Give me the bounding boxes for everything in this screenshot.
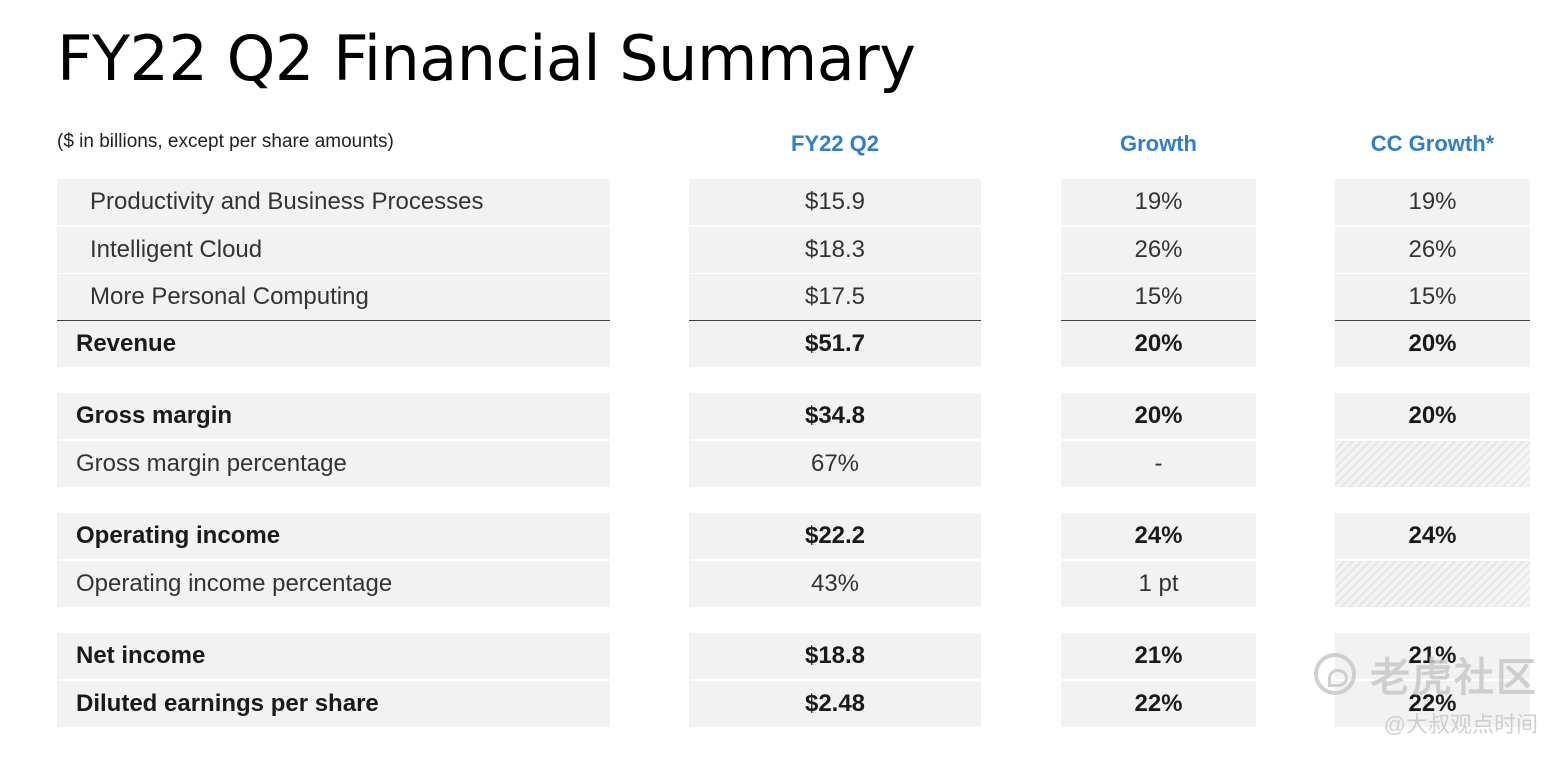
not-applicable-cell	[1335, 560, 1530, 607]
value-growth: 24%	[1061, 513, 1256, 559]
table-row-net-income: Net income $18.8 21% 21%	[0, 633, 1568, 680]
revenue-block: Productivity and Business Processes $15.…	[0, 179, 1568, 367]
value-fy22-q2: $15.9	[689, 179, 981, 225]
row-label: Gross margin percentage	[57, 440, 610, 487]
row-label: Productivity and Business Processes	[57, 179, 610, 225]
value-growth: 26%	[1061, 226, 1256, 273]
value-fy22-q2: $34.8	[689, 393, 981, 439]
value-cc-growth: 20%	[1335, 320, 1530, 367]
not-applicable-cell	[1335, 440, 1530, 487]
value-growth: 21%	[1061, 633, 1256, 679]
row-label: Operating income	[57, 513, 610, 559]
watermark-logo-text: 老虎社区	[1370, 656, 1538, 700]
value-cc-growth: 22%	[1335, 680, 1530, 727]
value-growth: 22%	[1061, 680, 1256, 727]
net-income-block: Net income $18.8 21% 21% Diluted earning…	[0, 633, 1568, 727]
value-cc-growth: 26%	[1335, 226, 1530, 273]
value-growth: 20%	[1061, 320, 1256, 367]
table-row-gross-margin: Gross margin $34.8 20% 20%	[0, 393, 1568, 440]
row-label: Operating income percentage	[57, 560, 610, 607]
value-fy22-q2: $18.8	[689, 633, 981, 679]
watermark: 老虎社区 @大叔观点时间	[1314, 645, 1538, 739]
table-row-operating-income-percentage: Operating income percentage 43% 1 pt	[0, 560, 1568, 607]
column-header-cc-growth: CC Growth*	[1370, 131, 1495, 156]
value-fy22-q2: 67%	[689, 440, 981, 487]
row-label: More Personal Computing	[57, 273, 610, 320]
row-label: Diluted earnings per share	[57, 680, 610, 727]
value-growth: 20%	[1061, 393, 1256, 439]
value-fy22-q2: 43%	[689, 560, 981, 607]
page-title: FY22 Q2 Financial Summary	[57, 22, 916, 95]
row-label: Net income	[57, 633, 610, 679]
row-label: Intelligent Cloud	[57, 226, 610, 273]
table-row-operating-income: Operating income $22.2 24% 24%	[0, 513, 1568, 560]
column-header-growth: Growth	[1120, 131, 1197, 156]
operating-income-block: Operating income $22.2 24% 24% Operating…	[0, 513, 1568, 607]
gross-margin-block: Gross margin $34.8 20% 20% Gross margin …	[0, 393, 1568, 487]
row-label: Gross margin	[57, 393, 610, 439]
column-header-fy22-q2: FY22 Q2	[790, 131, 880, 156]
value-cc-growth: 24%	[1335, 513, 1530, 559]
watermark-handle: @大叔观点时间	[1383, 712, 1538, 737]
table-row-diluted-eps: Diluted earnings per share $2.48 22% 22%	[0, 680, 1568, 727]
value-fy22-q2: $17.5	[689, 273, 981, 320]
value-fy22-q2: $51.7	[689, 320, 981, 367]
tiger-logo-icon	[1314, 653, 1356, 695]
value-cc-growth: 20%	[1335, 393, 1530, 439]
units-note: ($ in billions, except per share amounts…	[57, 131, 394, 152]
table-row-productivity: Productivity and Business Processes $15.…	[0, 179, 1568, 226]
value-cc-growth: 21%	[1335, 633, 1530, 679]
table-row-gross-margin-percentage: Gross margin percentage 67% -	[0, 440, 1568, 487]
value-growth: 1 pt	[1061, 560, 1256, 607]
table-row-intelligent-cloud: Intelligent Cloud $18.3 26% 26%	[0, 226, 1568, 273]
table-row-more-personal-computing: More Personal Computing $17.5 15% 15%	[0, 273, 1568, 320]
value-fy22-q2: $2.48	[689, 680, 981, 727]
value-fy22-q2: $22.2	[689, 513, 981, 559]
value-growth: 15%	[1061, 273, 1256, 320]
value-cc-growth: 19%	[1335, 179, 1530, 225]
table-row-revenue: Revenue $51.7 20% 20%	[0, 320, 1568, 367]
value-growth: -	[1061, 440, 1256, 487]
row-label: Revenue	[57, 320, 610, 367]
value-fy22-q2: $18.3	[689, 226, 981, 273]
value-growth: 19%	[1061, 179, 1256, 225]
value-cc-growth: 15%	[1335, 273, 1530, 320]
